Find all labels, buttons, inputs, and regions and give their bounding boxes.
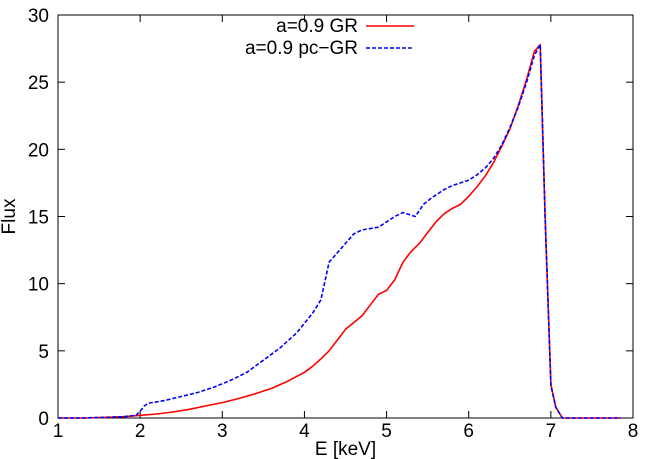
- x-tick-label: 8: [628, 421, 639, 442]
- axis-ticks: [57, 14, 634, 419]
- axis-tick-labels: 1 2 3 4 5 6 7 8 0 5 10 15 20 25 30: [28, 6, 638, 442]
- y-tick-label: 20: [28, 140, 49, 161]
- x-tick-label: 4: [299, 421, 310, 442]
- x-tick-label: 6: [463, 421, 474, 442]
- y-tick-label: 10: [28, 275, 49, 296]
- legend: a=0.9 GR a=0.9 pc−GR: [245, 16, 414, 59]
- x-tick-label: 7: [546, 421, 557, 442]
- legend-label-pc-gr: a=0.9 pc−GR: [245, 38, 358, 59]
- series-layer: [58, 43, 621, 419]
- x-axis-label: E [keV]: [315, 439, 376, 459]
- x-tick-label: 2: [135, 421, 146, 442]
- y-tick-label: 15: [28, 208, 49, 229]
- y-axis-label: Flux: [0, 198, 20, 234]
- x-tick-label: 5: [381, 421, 392, 442]
- series-line-pc-gr: [58, 43, 621, 419]
- y-tick-label: 5: [38, 342, 49, 363]
- plot-frame: [57, 14, 634, 419]
- x-tick-label: 3: [217, 421, 228, 442]
- y-tick-label: 0: [38, 409, 49, 430]
- y-tick-label: 30: [28, 6, 49, 27]
- series-line-gr: [58, 43, 621, 419]
- x-tick-label: 1: [53, 421, 64, 442]
- legend-label-gr: a=0.9 GR: [276, 16, 358, 37]
- y-tick-label: 25: [28, 73, 49, 94]
